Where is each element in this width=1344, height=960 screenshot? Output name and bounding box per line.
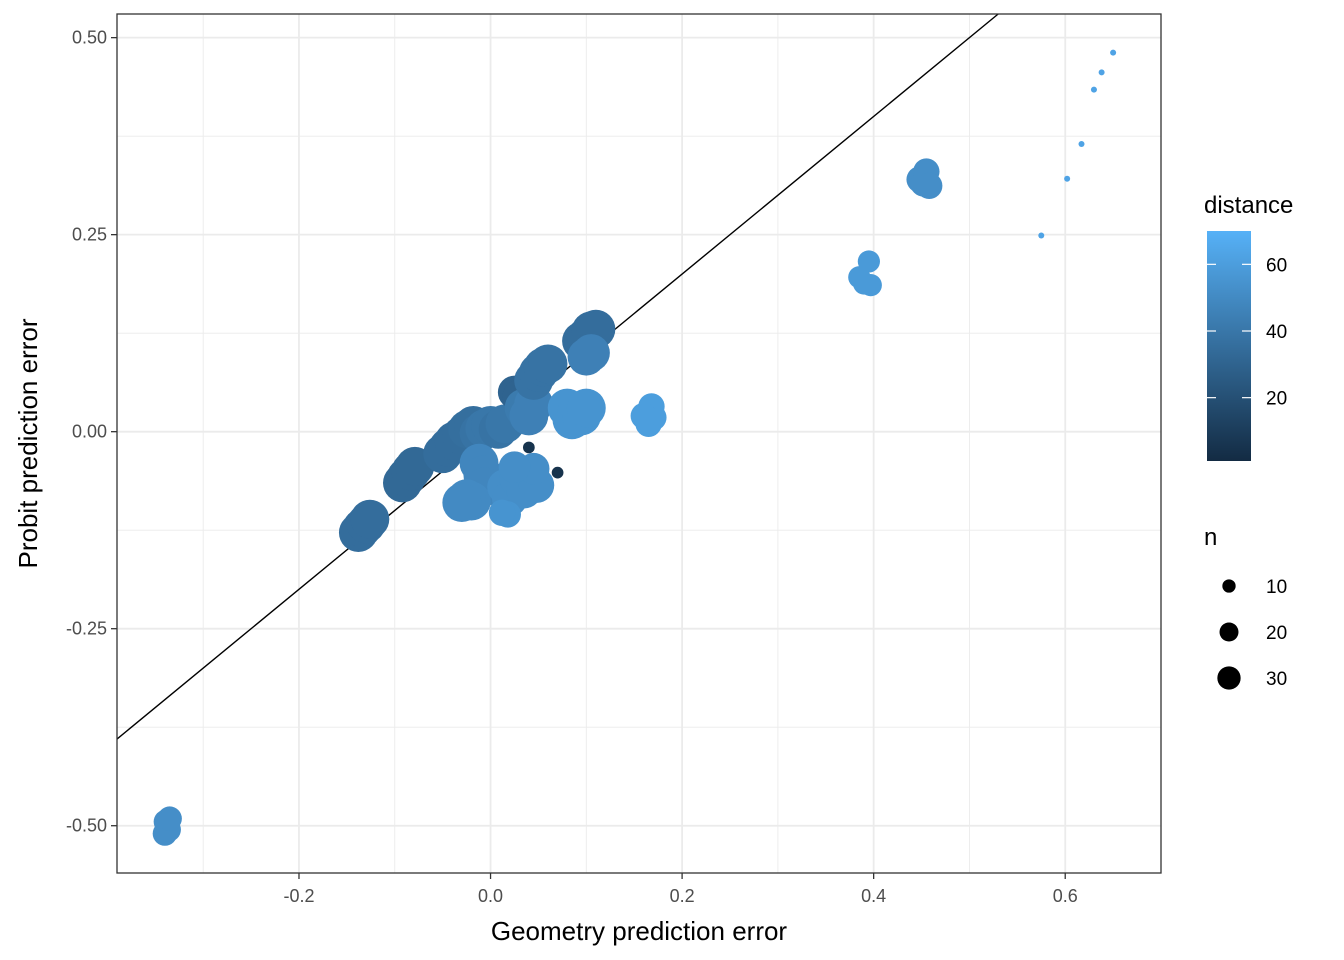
color-bar	[1207, 231, 1251, 461]
y-tick-label: 0.25	[72, 225, 107, 245]
size-legend-key	[1222, 579, 1236, 593]
panel-background	[117, 14, 1161, 873]
x-axis-title: Geometry prediction error	[491, 916, 788, 946]
data-point	[630, 402, 657, 430]
data-point	[551, 466, 564, 479]
color-legend: distance 20 40 60	[1204, 192, 1293, 461]
color-legend-label: 60	[1266, 255, 1287, 276]
data-point	[1098, 69, 1105, 76]
size-legend-label: 10	[1266, 577, 1287, 598]
x-tick-label: 0.6	[1053, 886, 1078, 906]
color-legend-label: 20	[1266, 389, 1287, 410]
data-point	[859, 273, 882, 297]
data-point	[916, 172, 943, 199]
data-point	[528, 344, 568, 384]
size-legend-label: 30	[1266, 669, 1287, 690]
data-point	[1110, 49, 1117, 56]
size-legend-title: n	[1204, 524, 1217, 551]
data-point	[498, 451, 531, 483]
data-point	[1064, 175, 1071, 182]
size-legend: n 10 20 30	[1204, 524, 1287, 690]
data-point	[1038, 232, 1045, 239]
data-point	[1090, 86, 1097, 93]
color-legend-title: distance	[1204, 192, 1293, 219]
y-tick-label: 0.50	[72, 28, 107, 48]
points-layer	[152, 49, 1117, 846]
color-bar-ticks: 20 40 60	[1207, 255, 1287, 410]
data-point	[1078, 141, 1085, 148]
y-tick-label: 0.00	[72, 422, 107, 442]
y-axis-title: Probit prediction error	[13, 318, 43, 568]
data-point	[572, 334, 610, 372]
size-legend-label: 20	[1266, 623, 1287, 644]
data-point	[566, 388, 606, 428]
data-point	[857, 250, 880, 273]
x-tick-label: 0.2	[670, 886, 695, 906]
x-tick-label: -0.2	[283, 886, 314, 906]
data-point	[488, 499, 516, 527]
size-legend-key	[1219, 622, 1239, 642]
size-legend-key	[1217, 666, 1241, 690]
panel-border	[116, 13, 1162, 874]
data-point	[522, 441, 535, 454]
y-tick-label: -0.50	[66, 816, 107, 836]
color-legend-label: 40	[1266, 322, 1287, 343]
data-point	[157, 806, 182, 831]
y-tick-label: -0.25	[66, 619, 107, 639]
size-legend-keys: 10 20 30	[1217, 577, 1287, 690]
plot-panel	[116, 13, 1162, 874]
data-point	[442, 483, 482, 523]
minor-gridlines	[117, 14, 1161, 873]
x-tick-label: 0.4	[861, 886, 886, 906]
y-axis: -0.50 -0.25 0.00 0.25 0.50	[66, 28, 117, 836]
x-tick-label: 0.0	[478, 886, 503, 906]
data-point	[350, 499, 390, 539]
x-axis: -0.2 0.0 0.2 0.4 0.6	[283, 873, 1078, 906]
